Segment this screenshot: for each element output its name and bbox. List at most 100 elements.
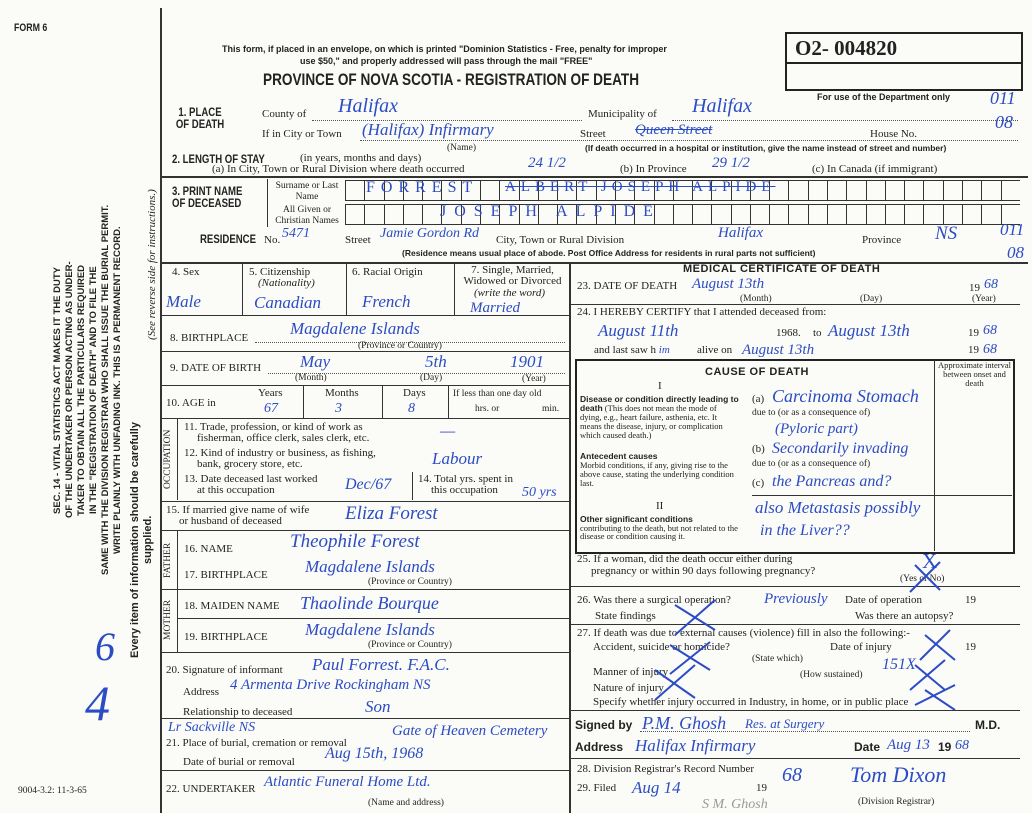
county-value[interactable]: Halifax	[338, 95, 398, 117]
father-birthplace[interactable]: Magdalene Islands	[305, 557, 435, 576]
to-year[interactable]: 68	[983, 323, 997, 338]
cause-title: CAUSE OF DEATH	[705, 366, 809, 378]
divider	[177, 618, 570, 619]
autopsy-label: Was there an autopsy?	[855, 610, 954, 622]
other-conditions-value[interactable]: also Metastasis possibly	[755, 498, 921, 517]
age-hrs-label: hrs. or	[475, 404, 500, 414]
informant-signature[interactable]: Paul Forrest. F.A.C.	[312, 655, 450, 674]
physician-signature[interactable]: P.M. Ghosh	[642, 713, 727, 733]
alive-on[interactable]: August 13th	[742, 342, 815, 358]
spouse-label: 15. If married give name of wife or husba…	[166, 504, 310, 527]
dod-value[interactable]: August 13th	[692, 276, 765, 292]
relationship-value[interactable]: Son	[365, 697, 391, 716]
residence-no[interactable]: 5471	[282, 226, 310, 241]
city-label: If in City or Town	[262, 128, 342, 140]
registrar-label: (Division Registrar)	[858, 797, 935, 807]
dob-month-label: (Month)	[295, 373, 327, 383]
column-divider	[569, 262, 571, 813]
municipality-value[interactable]: Halifax	[692, 95, 752, 117]
stay-province-value[interactable]: 29 1/2	[712, 155, 750, 171]
injury-date-label: Date of injury	[830, 641, 892, 653]
cause-b-value[interactable]: Secondarily invading	[772, 440, 909, 457]
citizenship-value[interactable]: Canadian	[254, 293, 322, 312]
industry-value[interactable]: Labour	[432, 449, 483, 468]
signed-address[interactable]: Halifax Infirmary	[635, 736, 756, 755]
other-conditions-value-2[interactable]: in the Liver??	[760, 522, 850, 539]
residence-city[interactable]: Halifax	[718, 225, 763, 241]
dob-label: 9. DATE OF BIRTH	[170, 362, 262, 374]
stay-city-value[interactable]: 24 1/2	[528, 155, 566, 171]
dob-month[interactable]: May	[300, 352, 331, 371]
dob-day[interactable]: 5th	[425, 352, 447, 371]
mother-maiden[interactable]: Thaolinde Bourque	[300, 593, 439, 613]
filed-date[interactable]: Aug 14	[632, 778, 681, 797]
age-days[interactable]: 8	[408, 401, 415, 416]
divider	[752, 495, 1012, 496]
cause-a-detail[interactable]: (Pyloric part)	[775, 421, 858, 437]
direct-cause-label: Disease or condition directly leading to…	[580, 394, 739, 440]
signed-year[interactable]: 68	[955, 738, 969, 753]
total-value[interactable]: 50 yrs	[522, 485, 557, 500]
surname-label: Surname or Last Name	[275, 181, 339, 202]
surname-struck: ALBERT JOSEPH ALPIDE	[505, 179, 776, 195]
lastworked-value[interactable]: Dec/67	[345, 476, 392, 493]
attended-to[interactable]: August 13th	[828, 321, 910, 340]
signed-date[interactable]: Aug 13	[887, 737, 930, 753]
interval-label: Approximate interval between onset and d…	[938, 360, 1011, 388]
undertaker-value[interactable]: Atlantic Funeral Home Ltd.	[264, 774, 431, 790]
cause-c-value[interactable]: the Pancreas and?	[772, 473, 892, 490]
to-label: to	[813, 327, 822, 339]
residence-street[interactable]: Jamie Gordon Rd	[380, 226, 480, 241]
cause-of-death-box	[575, 359, 1015, 554]
surname-value[interactable]: FORREST	[366, 179, 479, 196]
city-value[interactable]: (Halifax) Infirmary	[362, 120, 494, 139]
dob-year[interactable]: 1901	[510, 352, 544, 371]
q25-value[interactable]: X	[922, 549, 938, 573]
informant-address[interactable]: 4 Armenta Drive Rockingham NS	[230, 677, 431, 693]
injury-year-prefix: 19	[965, 641, 976, 653]
pencil-note: S M. Ghosh	[702, 797, 768, 812]
dod-year[interactable]: 68	[984, 277, 998, 292]
street-value[interactable]: Queen Street	[635, 122, 713, 138]
age-years[interactable]: 67	[264, 401, 278, 416]
sex-value[interactable]: Male	[166, 292, 201, 311]
age-months[interactable]: 3	[335, 401, 342, 416]
burial-date[interactable]: Aug 15th, 1968	[325, 745, 424, 762]
given-label: All Given or Christian Names	[275, 205, 339, 226]
dod-year-label: (Year)	[972, 294, 996, 304]
q26-value[interactable]: Previously	[764, 591, 828, 607]
registrar-signature[interactable]: Tom Dixon	[850, 762, 947, 787]
divider	[570, 710, 1020, 711]
total-label: 14. Total yrs. spent in this occupation	[418, 473, 513, 496]
divider	[412, 472, 413, 500]
nature-label: Nature of injury	[593, 682, 664, 694]
cause-a-label: (a)	[752, 393, 765, 405]
spouse-value[interactable]: Eliza Forest	[345, 503, 438, 524]
racial-value[interactable]: French	[362, 292, 411, 311]
divider	[160, 770, 570, 771]
residence-province[interactable]: NS	[935, 223, 958, 244]
trade-value[interactable]: —	[440, 421, 456, 440]
mother-birthplace[interactable]: Magdalene Islands	[305, 620, 435, 639]
place-label: 1. PLACE OF DEATH	[175, 105, 225, 131]
birthplace-value[interactable]: Magdalene Islands	[290, 319, 420, 338]
marital-value[interactable]: Married	[470, 300, 520, 316]
residence-mark-1: 011	[1000, 220, 1025, 239]
stay-note: (in years, months and days)	[300, 152, 422, 164]
divider	[303, 386, 304, 418]
cause-b-label: (b)	[752, 443, 765, 455]
father-name[interactable]: Theophile Forest	[290, 531, 420, 552]
alive-year[interactable]: 68	[983, 342, 997, 357]
state-which-label: (State which)	[752, 654, 803, 664]
hospital-note: (If death occurred in a hospital or inst…	[585, 143, 947, 153]
divider	[160, 385, 570, 386]
burial-place[interactable]: Gate of Heaven Cemetery	[392, 723, 548, 739]
cause-a-value[interactable]: Carcinoma Stomach	[772, 386, 919, 406]
cross-mark-nature	[914, 684, 956, 710]
certify-label: 24. I HEREBY CERTIFY that I attended dec…	[577, 306, 827, 318]
given-value[interactable]: JOSEPH ALPIDE	[440, 203, 661, 220]
filed-year[interactable]: 68	[782, 764, 802, 786]
age-lessday-label: If less than one day old	[453, 389, 542, 399]
attended-from[interactable]: August 11th	[598, 321, 679, 340]
county-label: County of	[262, 108, 307, 120]
